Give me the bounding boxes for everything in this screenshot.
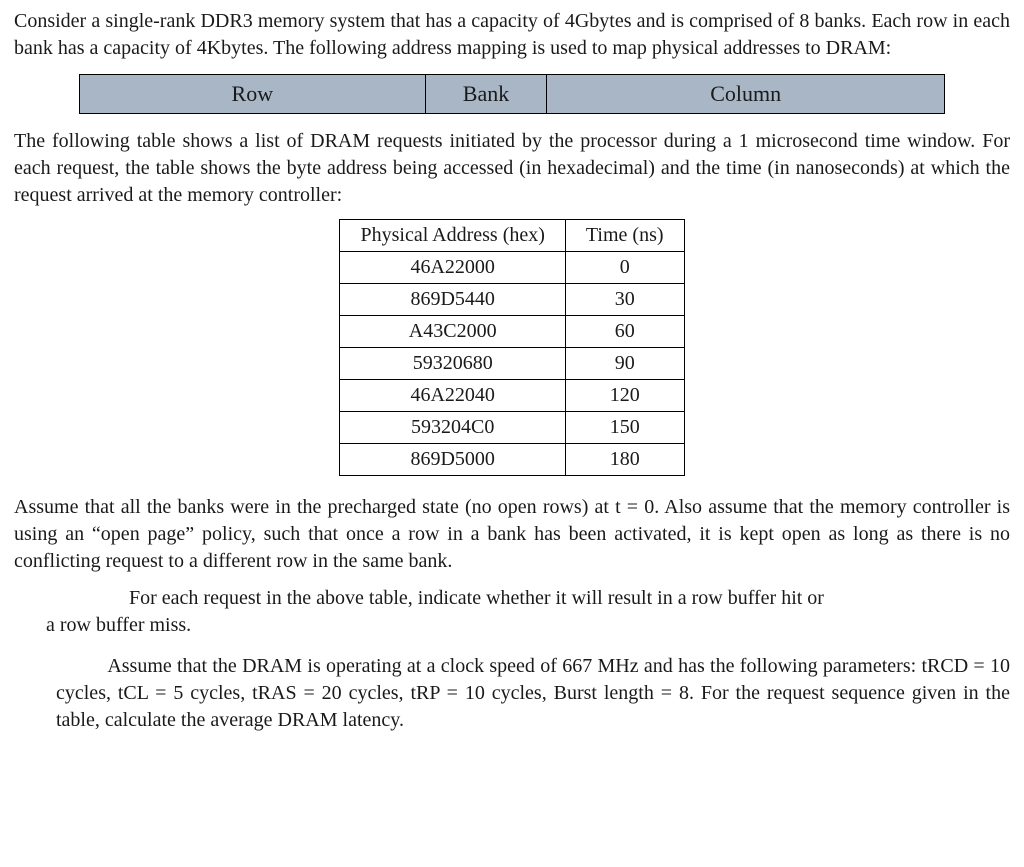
req-table-header-addr: Physical Address (hex) (340, 219, 565, 251)
req-time: 30 (565, 283, 684, 315)
req-time: 60 (565, 315, 684, 347)
req-addr: 59320680 (340, 347, 565, 379)
addrmap-row-cell: Row (79, 75, 425, 114)
intro-paragraph-1: Consider a single-rank DDR3 memory syste… (14, 8, 1010, 62)
table-row: 869D5000 180 (340, 443, 684, 475)
addrmap-bank-cell: Bank (425, 75, 546, 114)
req-addr: 869D5440 (340, 283, 565, 315)
table-row: A43C2000 60 (340, 315, 684, 347)
question-b-lead: Assume that the DRAM is operating at a c… (107, 655, 734, 677)
req-addr: 593204C0 (340, 411, 565, 443)
req-time: 180 (565, 443, 684, 475)
req-time: 120 (565, 379, 684, 411)
question-a-rest: a row buffer miss. (46, 612, 1010, 639)
question-a: (a) For each request in the above table,… (14, 585, 1010, 639)
req-addr: A43C2000 (340, 315, 565, 347)
req-addr: 869D5000 (340, 443, 565, 475)
question-a-lead: For each request in the above table, ind… (129, 587, 824, 609)
question-b-label: (b) (0, 653, 14, 680)
req-table-header-time: Time (ns) (565, 219, 684, 251)
question-a-label: (a) (14, 585, 46, 612)
req-time: 0 (565, 251, 684, 283)
request-table: Physical Address (hex) Time (ns) 46A2200… (339, 219, 684, 476)
req-time: 150 (565, 411, 684, 443)
req-addr: 46A22000 (340, 251, 565, 283)
table-row: 593204C0 150 (340, 411, 684, 443)
req-addr: 46A22040 (340, 379, 565, 411)
intro-paragraph-2: The following table shows a list of DRAM… (14, 128, 1010, 209)
req-time: 90 (565, 347, 684, 379)
table-row: 59320680 90 (340, 347, 684, 379)
question-b: (b) Assume that the DRAM is operating at… (14, 653, 1010, 734)
table-row: 46A22000 0 (340, 251, 684, 283)
table-row: 869D5440 30 (340, 283, 684, 315)
questions-block: (a) For each request in the above table,… (14, 585, 1010, 734)
assumption-paragraph: Assume that all the banks were in the pr… (14, 494, 1010, 575)
address-mapping-table: Row Bank Column (79, 74, 946, 114)
addrmap-column-cell: Column (547, 75, 945, 114)
table-row: 46A22040 120 (340, 379, 684, 411)
